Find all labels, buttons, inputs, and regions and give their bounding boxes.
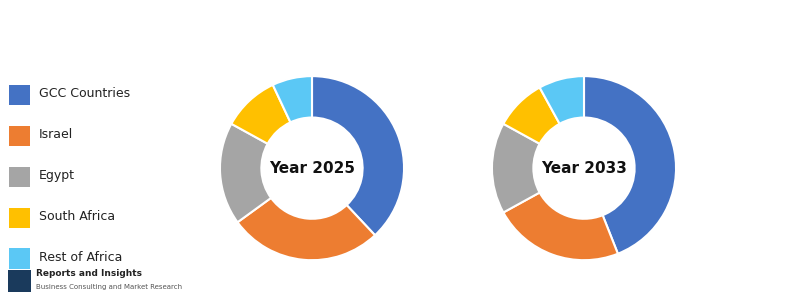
Text: GCC Countries: GCC Countries — [38, 88, 130, 101]
Bar — [9, 126, 30, 146]
Text: Israel: Israel — [38, 128, 73, 141]
Text: MEA AIRCRAFT TIRE MARKET ANALYSIS, BY COUNTRY: MEA AIRCRAFT TIRE MARKET ANALYSIS, BY CO… — [10, 19, 464, 34]
Wedge shape — [492, 124, 540, 212]
Text: Business Consulting and Market Research: Business Consulting and Market Research — [36, 284, 182, 290]
Bar — [9, 248, 30, 269]
Bar — [9, 85, 30, 105]
Wedge shape — [503, 193, 618, 260]
Bar — [9, 167, 30, 187]
Text: Rest of Africa: Rest of Africa — [38, 251, 122, 264]
Wedge shape — [231, 85, 290, 144]
Bar — [8, 270, 31, 292]
Text: South Africa: South Africa — [38, 210, 115, 223]
Wedge shape — [503, 88, 560, 144]
Bar — [9, 208, 30, 228]
Text: Year 2033: Year 2033 — [541, 161, 627, 176]
Text: Year 2025: Year 2025 — [269, 161, 355, 176]
Wedge shape — [584, 76, 676, 254]
Wedge shape — [312, 76, 404, 235]
Wedge shape — [238, 198, 375, 260]
Wedge shape — [540, 76, 584, 124]
Text: Egypt: Egypt — [38, 169, 74, 182]
Text: Reports and Insights: Reports and Insights — [36, 269, 142, 278]
Wedge shape — [220, 124, 271, 222]
Wedge shape — [273, 76, 312, 122]
